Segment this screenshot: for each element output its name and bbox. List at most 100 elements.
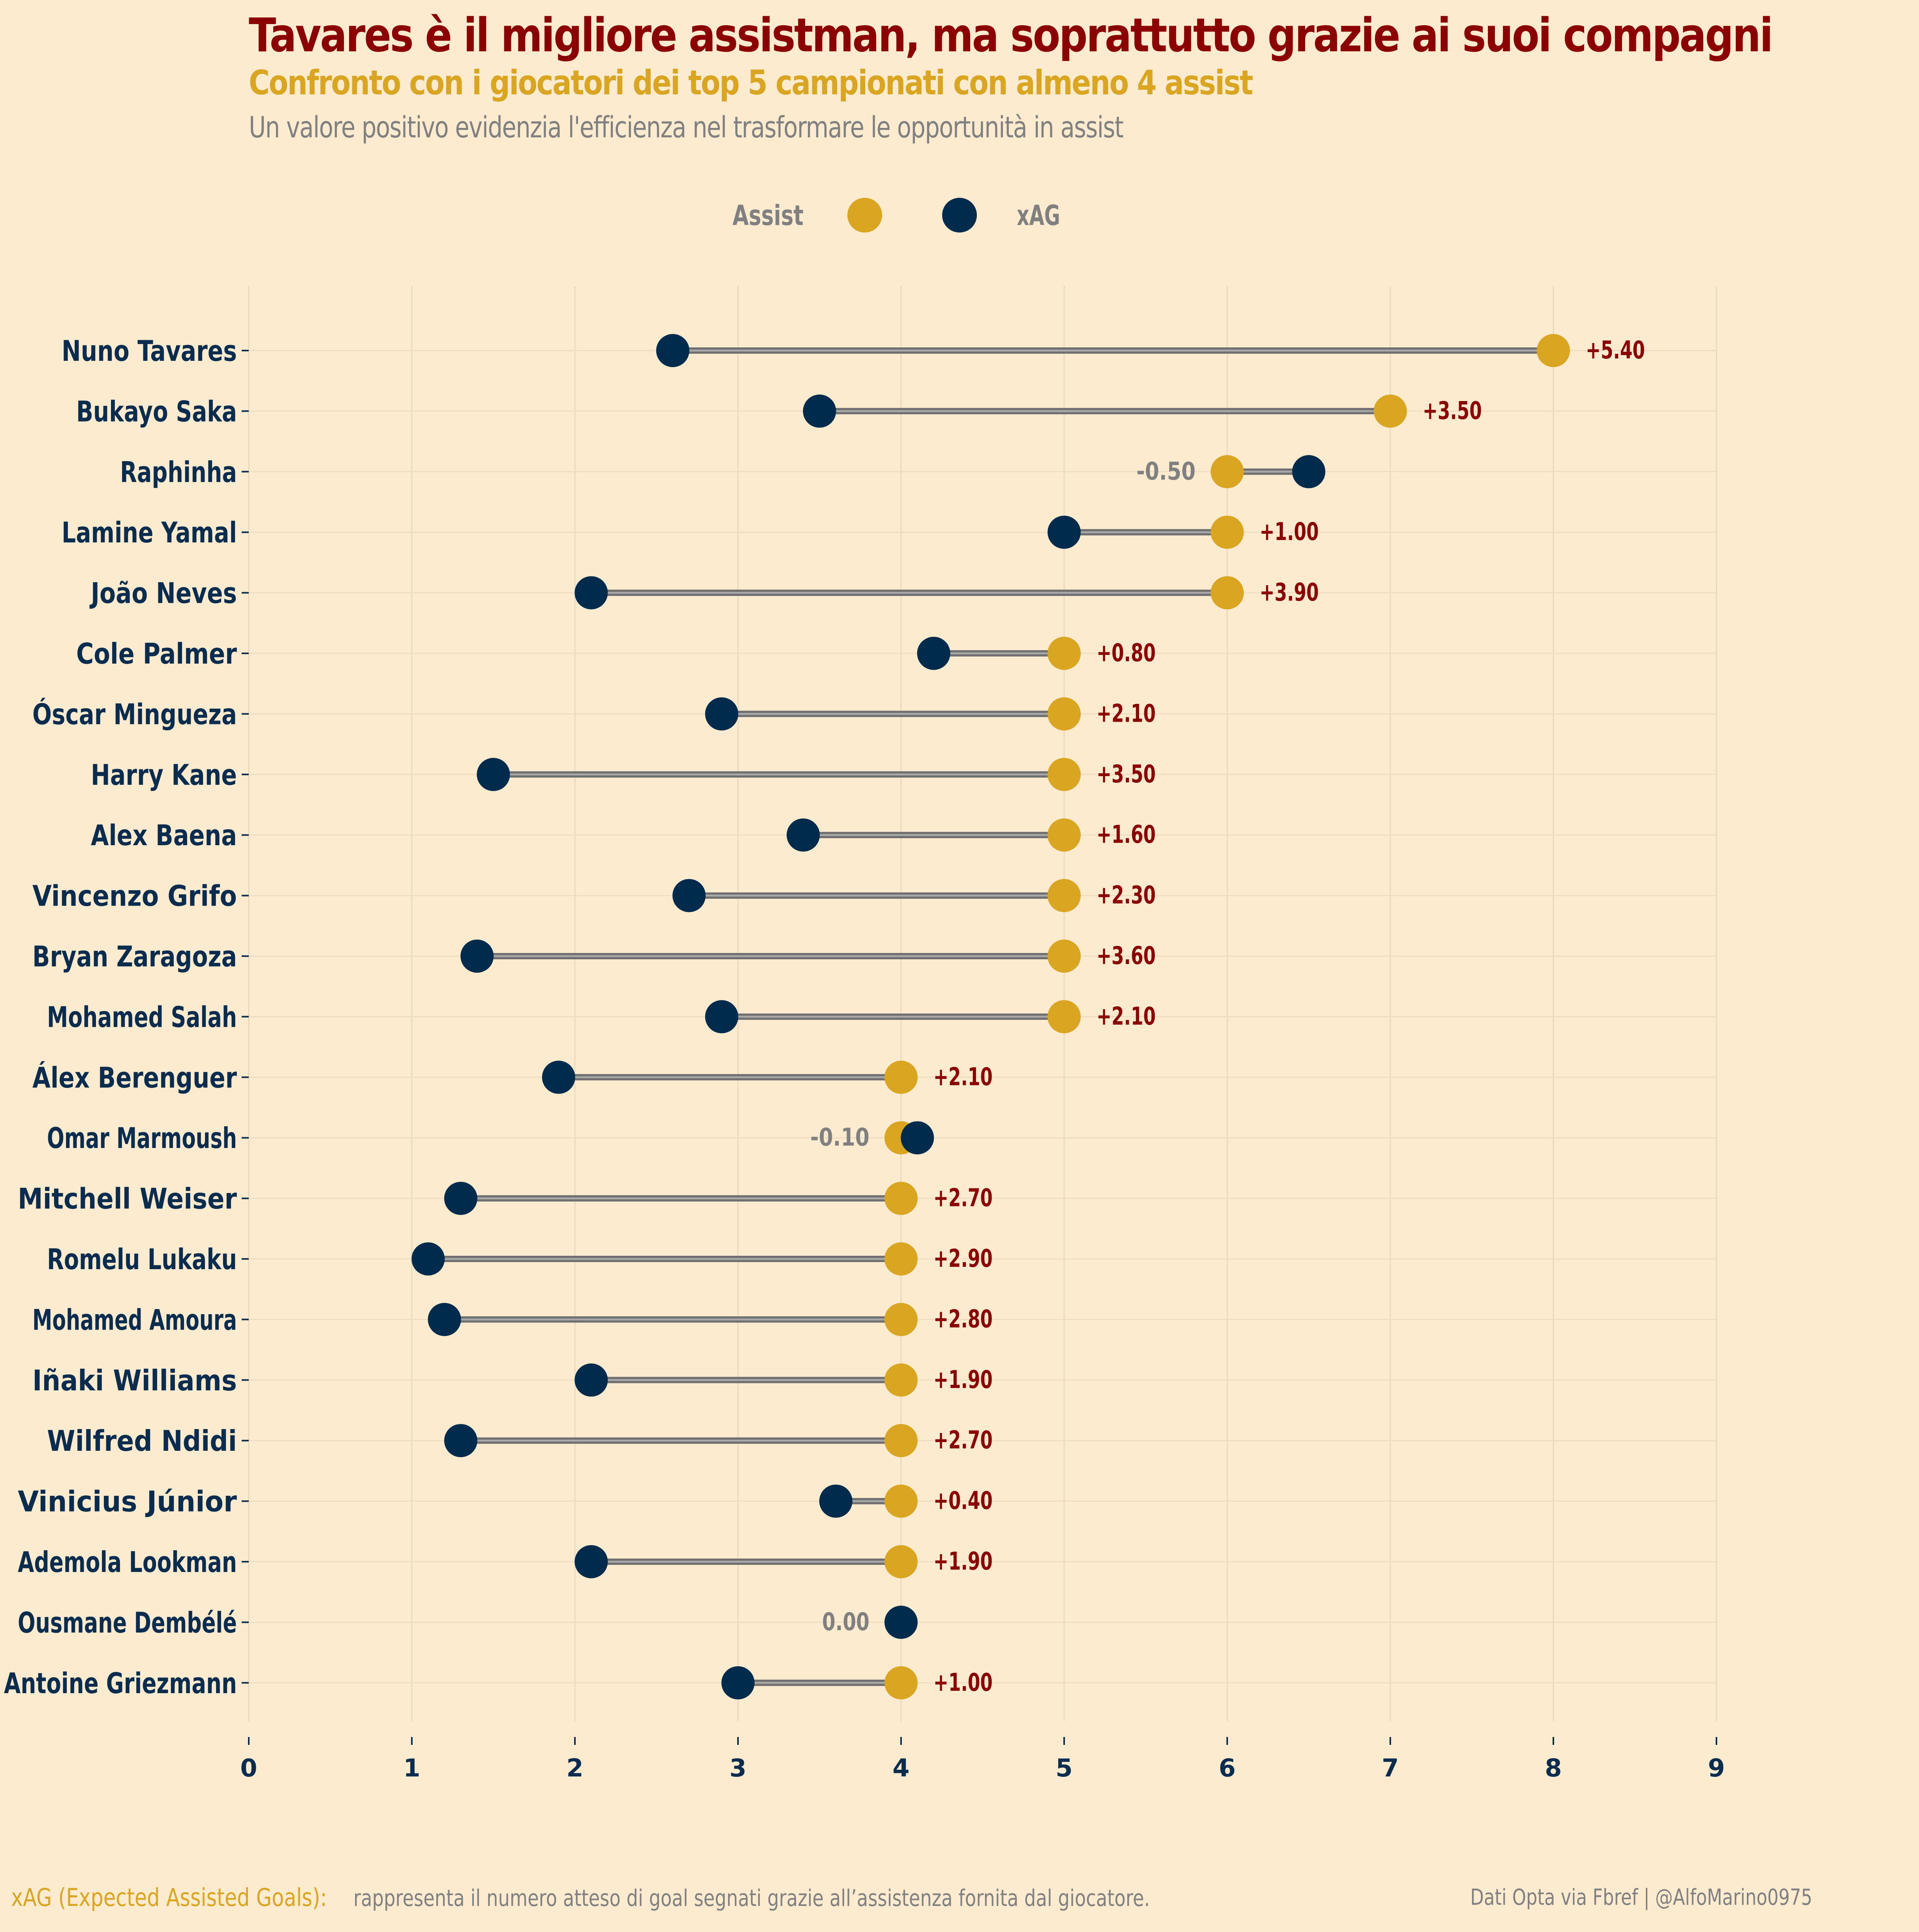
- difference-label: +2.30: [1097, 881, 1156, 910]
- player-row: Lamine Yamal +1.00: [62, 516, 1319, 549]
- xag-point: [444, 1182, 477, 1215]
- difference-label: 0.00: [822, 1607, 869, 1636]
- difference-label: +1.90: [933, 1547, 993, 1576]
- legend-label-xag: xAG: [1017, 199, 1060, 232]
- assist-point: [884, 1060, 918, 1094]
- difference-label: -0.10: [810, 1123, 869, 1152]
- legend-label-assist: Assist: [732, 199, 804, 232]
- xag-point: [460, 940, 494, 973]
- difference-label: +2.10: [1097, 699, 1156, 728]
- xag-point: [428, 1303, 461, 1336]
- player-row: Romelu Lukaku +2.90: [47, 1242, 993, 1276]
- player-row: João Neves +3.90: [89, 576, 1319, 610]
- player-name: Mitchell Weiser: [18, 1182, 237, 1215]
- player-row: Bukayo Saka +3.50: [76, 394, 1482, 428]
- xag-point: [1292, 455, 1326, 488]
- difference-label: +3.60: [1097, 941, 1156, 970]
- xag-point: [901, 1121, 934, 1155]
- xag-point: [705, 697, 738, 731]
- assist-point: [1048, 697, 1081, 731]
- player-row: Nuno Tavares +5.40: [62, 334, 1645, 368]
- player-row: Vinicius Júnior +0.40: [18, 1484, 993, 1518]
- assist-point: [884, 1545, 918, 1578]
- footer-source: Dati Opta via Fbref | @AlfoMarino0975: [1470, 1885, 1812, 1910]
- difference-label: +0.80: [1097, 638, 1156, 667]
- player-name: Wilfred Ndidi: [47, 1424, 237, 1457]
- player-row: Raphinha -0.50: [120, 455, 1326, 489]
- player-name: Nuno Tavares: [62, 334, 237, 368]
- xag-point: [444, 1424, 477, 1457]
- player-name: Antoine Griezmann: [4, 1667, 237, 1700]
- assist-point: [884, 1666, 918, 1699]
- xag-point: [542, 1060, 575, 1094]
- player-name: Óscar Mingueza: [32, 698, 237, 731]
- difference-label: +2.70: [933, 1184, 993, 1212]
- chart-description: Un valore positivo evidenzia l'efficienz…: [249, 111, 1124, 144]
- player-name: Ademola Lookman: [18, 1546, 237, 1579]
- xag-point: [803, 394, 836, 428]
- assist-point: [1211, 455, 1244, 488]
- assist-point: [884, 1484, 918, 1518]
- xag-point: [672, 879, 706, 912]
- chart-title: Tavares è il migliore assistman, ma sopr…: [249, 8, 1773, 62]
- player-row: Bryan Zaragoza +3.60: [32, 940, 1156, 973]
- player-name: Bukayo Saka: [76, 395, 237, 428]
- xag-point: [656, 334, 689, 367]
- x-tick-label: 1: [403, 1754, 420, 1782]
- difference-label: +1.00: [933, 1668, 993, 1697]
- player-name: Omar Marmoush: [47, 1122, 237, 1155]
- x-tick-label: 4: [892, 1754, 909, 1782]
- difference-label: +3.50: [1097, 760, 1156, 788]
- assist-point: [1374, 394, 1407, 428]
- player-rows: Nuno Tavares +5.40 Bukayo Saka +3.50 Raphinh…: [4, 334, 1645, 1700]
- player-name: Harry Kane: [91, 758, 237, 792]
- assist-point: [1048, 637, 1081, 670]
- player-row: Harry Kane +3.50: [91, 758, 1156, 792]
- player-row: Mitchell Weiser +2.70: [18, 1182, 993, 1215]
- player-row: Wilfred Ndidi +2.70: [47, 1424, 993, 1457]
- difference-label: +3.90: [1260, 578, 1319, 607]
- xag-point: [575, 1363, 608, 1397]
- xag-point: [819, 1484, 852, 1518]
- x-tick-label: 5: [1055, 1754, 1072, 1782]
- player-name: Bryan Zaragoza: [32, 940, 237, 973]
- xag-point: [575, 576, 608, 610]
- player-name: Vinicius Júnior: [18, 1485, 237, 1518]
- assist-point: [1048, 758, 1081, 791]
- xag-point: [411, 1242, 445, 1275]
- difference-label: +3.50: [1423, 396, 1482, 425]
- player-row: Alex Baena +1.60: [91, 818, 1156, 852]
- footer-xag-description: rappresenta il numero atteso di goal seg…: [353, 1885, 1150, 1911]
- player-name: Raphinha: [120, 456, 237, 489]
- x-tick-label: 8: [1545, 1754, 1562, 1782]
- assist-point: [884, 1182, 918, 1215]
- chart-subtitle: Confronto con i giocatori dei top 5 camp…: [249, 63, 1253, 103]
- player-name: Vincenzo Grifo: [32, 880, 237, 913]
- assist-point: [1048, 940, 1081, 973]
- player-row: Ademola Lookman +1.90: [18, 1545, 993, 1579]
- difference-label: +2.80: [933, 1304, 993, 1333]
- xag-point: [477, 758, 510, 791]
- x-tick-label: 3: [729, 1754, 746, 1782]
- xag-point: [575, 1545, 608, 1578]
- x-tick-label: 0: [240, 1754, 257, 1782]
- player-row: Mohamed Salah +2.10: [47, 1000, 1156, 1034]
- player-name: Romelu Lukaku: [47, 1243, 237, 1276]
- player-row: Vincenzo Grifo +2.30: [32, 879, 1156, 913]
- x-tick-label: 6: [1219, 1754, 1236, 1782]
- difference-label: +1.00: [1260, 517, 1319, 546]
- assist-point: [884, 1424, 918, 1457]
- difference-label: -0.50: [1136, 457, 1196, 486]
- player-name: Mohamed Salah: [47, 1000, 237, 1034]
- assist-point: [1211, 576, 1244, 610]
- assist-point: [1048, 1000, 1081, 1034]
- player-row: Mohamed Amoura +2.80: [32, 1303, 993, 1336]
- legend-swatch-assist: [847, 198, 882, 233]
- difference-label: +2.10: [1097, 1002, 1156, 1030]
- player-row: Álex Berenguer +2.10: [32, 1060, 993, 1094]
- player-row: Antoine Griezmann +1.00: [4, 1666, 993, 1700]
- assist-point: [1537, 334, 1570, 367]
- difference-label: +5.40: [1586, 336, 1645, 364]
- assist-point: [884, 1303, 918, 1336]
